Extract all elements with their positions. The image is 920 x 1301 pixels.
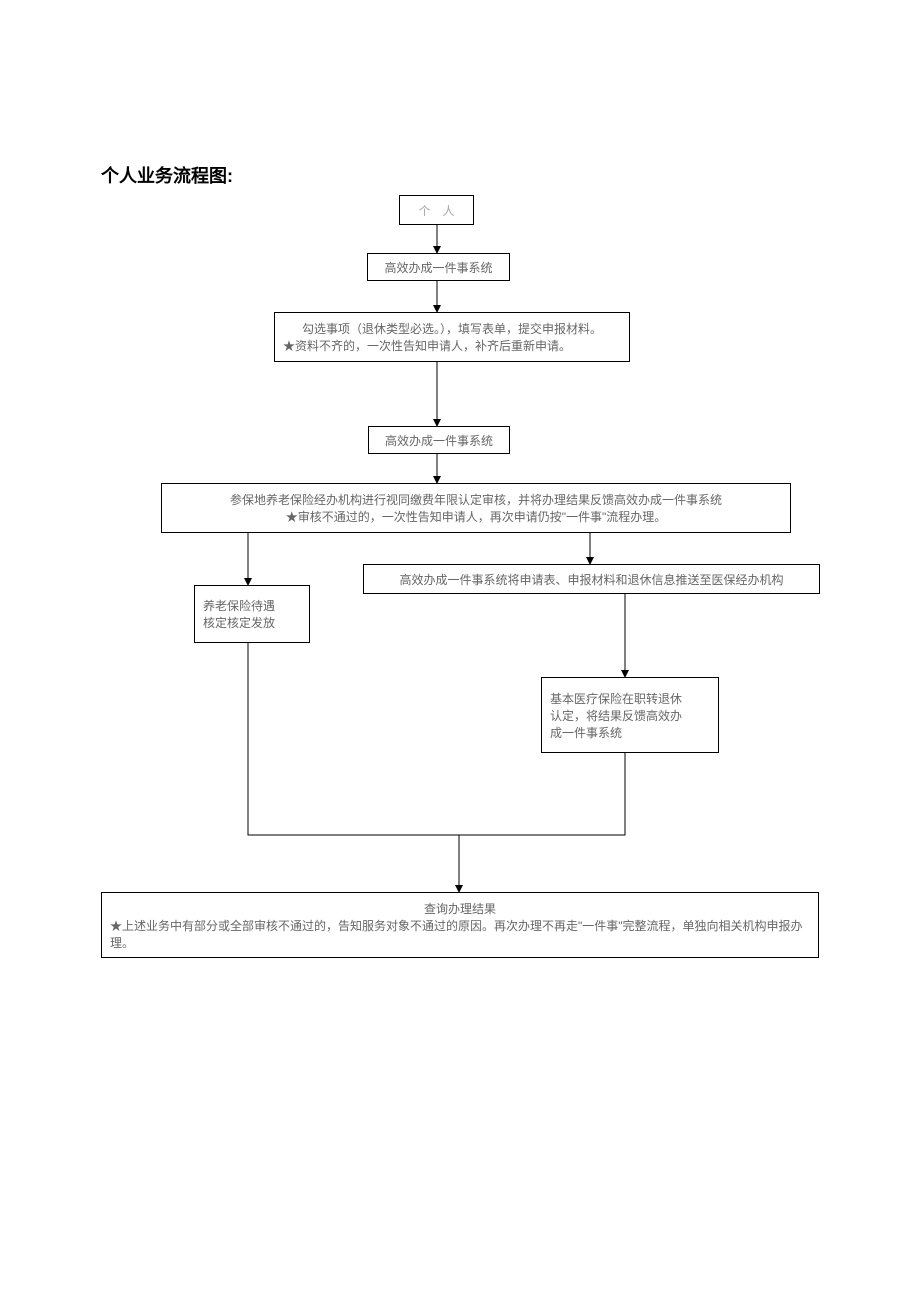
node-line1: 基本医疗保险在职转退休	[550, 690, 682, 707]
node-line2: 认定，将结果反馈高效办	[550, 707, 682, 724]
node-line1: 查询办理结果	[110, 900, 810, 917]
page-title: 个人业务流程图:	[101, 162, 233, 188]
node-select-items: 勾选事项（退休类型必选。），填写表单，提交申报材料。 ★资料不齐的，一次性告知申…	[274, 312, 630, 362]
node-line1: 养老保险待遇	[203, 597, 275, 614]
node-system-1: 高效办成一件事系统	[367, 253, 510, 281]
node-line2: ★审核不通过的，一次性告知申请人，再次申请仍按"一件事"流程办理。	[170, 508, 782, 525]
node-line2: ★上述业务中有部分或全部审核不通过的，告知服务对象不通过的原因。再次办理不再走"…	[110, 917, 810, 951]
node-query-result: 查询办理结果 ★上述业务中有部分或全部审核不通过的，告知服务对象不通过的原因。再…	[101, 892, 819, 958]
node-text: 高效办成一件事系统将申请表、申报材料和退休信息推送至医保经办机构	[399, 571, 783, 588]
node-line2: 核定核定发放	[203, 614, 301, 631]
node-person: 个 人	[399, 195, 474, 225]
node-line2: ★资料不齐的，一次性告知申请人，补齐后重新申请。	[283, 337, 621, 354]
node-pension-payment: 养老保险待遇 核定核定发放	[194, 585, 310, 643]
node-pension-review: 参保地养老保险经办机构进行视同缴费年限认定审核，并将办理结果反馈高效办成一件事系…	[161, 483, 791, 533]
node-push-medical: 高效办成一件事系统将申请表、申报材料和退休信息推送至医保经办机构	[363, 564, 820, 594]
node-medical-review: 基本医疗保险在职转退休 认定，将结果反馈高效办 成一件事系统	[541, 677, 719, 753]
node-text: 高效办成一件事系统	[384, 259, 492, 276]
node-line1: 勾选事项（退休类型必选。），填写表单，提交申报材料。	[283, 320, 621, 337]
node-text: 高效办成一件事系统	[385, 432, 493, 449]
node-line3: 成一件事系统	[550, 724, 622, 741]
node-text: 个 人	[418, 202, 454, 219]
node-system-2: 高效办成一件事系统	[368, 426, 510, 454]
node-line1: 参保地养老保险经办机构进行视同缴费年限认定审核，并将办理结果反馈高效办成一件事系…	[170, 491, 782, 508]
